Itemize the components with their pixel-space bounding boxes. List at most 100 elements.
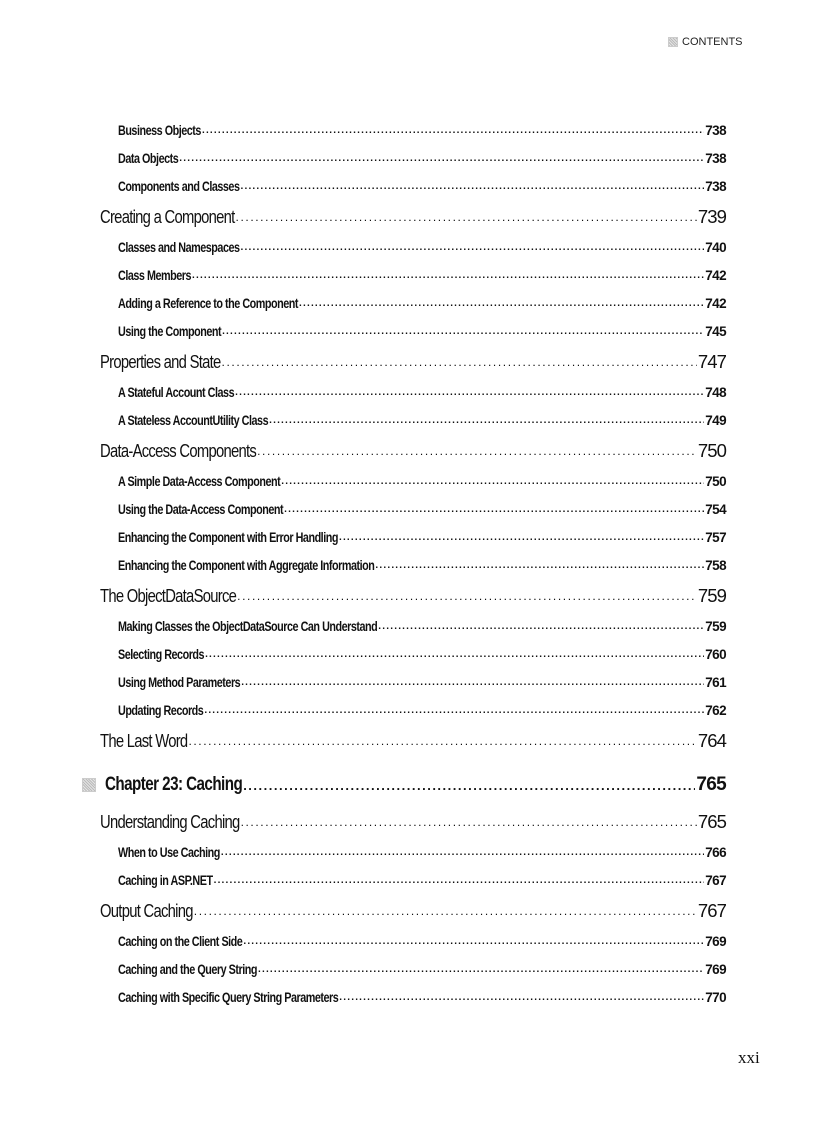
entry-page: 769: [705, 961, 726, 977]
dot-leader: ........................................…: [188, 733, 697, 748]
entry-page: 767: [705, 872, 726, 888]
toc-subsection-entry[interactable]: A Stateless AccountUtility Class........…: [118, 406, 727, 434]
dot-leader: ........................................…: [257, 443, 697, 458]
entry-title: Data-Access Components: [100, 439, 257, 461]
dot-leader: ........................................…: [193, 903, 697, 918]
entry-title: Updating Records: [118, 702, 204, 718]
entry-title: Classes and Namespaces: [118, 239, 240, 255]
dot-leader: ........................................…: [378, 620, 705, 632]
dot-leader: ........................................…: [213, 874, 705, 886]
header-label: CONTENTS: [682, 36, 743, 48]
dot-leader: ........................................…: [179, 152, 705, 164]
entry-title: When to Use Caching: [118, 844, 220, 860]
toc-subsection-entry[interactable]: Selecting Records.......................…: [118, 640, 727, 668]
dot-leader: ........................................…: [221, 354, 697, 369]
entry-page: 765: [697, 810, 727, 832]
entry-page: 745: [705, 323, 726, 339]
entry-title: Caching and the Query String: [118, 961, 257, 977]
entry-page: 766: [705, 844, 726, 860]
entry-title: Properties and State: [100, 350, 221, 372]
gray-square-icon: [668, 37, 678, 47]
dot-leader: ........................................…: [243, 777, 695, 793]
toc-subsection-entry[interactable]: Adding a Reference to the Component.....…: [118, 289, 727, 317]
toc-chapter-entry[interactable]: Chapter 23: Caching.....................…: [82, 765, 727, 805]
entry-title: Making Classes the ObjectDataSource Can …: [118, 618, 378, 634]
entry-page: 754: [705, 501, 726, 517]
entry-page: 742: [705, 295, 726, 311]
toc-section-entry[interactable]: Output Caching..........................…: [100, 894, 727, 927]
entry-page: 750: [705, 473, 726, 489]
entry-page: 758: [705, 557, 726, 573]
toc-subsection-entry[interactable]: Caching in ASP.NET......................…: [118, 866, 727, 894]
entry-title: The Last Word: [100, 729, 188, 751]
entry-page: 762: [705, 702, 726, 718]
toc-subsection-entry[interactable]: Using the Component.....................…: [118, 317, 727, 345]
toc-subsection-entry[interactable]: Making Classes the ObjectDataSource Can …: [118, 612, 727, 640]
dot-leader: ........................................…: [237, 588, 697, 603]
entry-page: 764: [697, 729, 727, 751]
toc-section-entry[interactable]: Data-Access Components..................…: [100, 434, 727, 467]
dot-leader: ........................................…: [375, 559, 704, 571]
dot-leader: ........................................…: [299, 297, 704, 309]
entry-title: A Simple Data-Access Component: [118, 473, 281, 489]
toc-subsection-entry[interactable]: Using the Data-Access Component.........…: [118, 495, 727, 523]
entry-page: 759: [705, 618, 726, 634]
toc-subsection-entry[interactable]: Caching with Specific Query String Param…: [118, 983, 727, 1011]
entry-title: Business Objects: [118, 122, 201, 138]
entry-page: 750: [697, 439, 727, 461]
dot-leader: ........................................…: [338, 531, 705, 543]
toc-subsection-entry[interactable]: A Stateful Account Class................…: [118, 378, 727, 406]
toc-subsection-entry[interactable]: Caching and the Query String............…: [118, 955, 727, 983]
entry-page: 738: [705, 178, 726, 194]
running-header: CONTENTS: [668, 36, 743, 48]
toc-section-entry[interactable]: Properties and State....................…: [100, 345, 727, 378]
dot-leader: ........................................…: [241, 676, 704, 688]
gray-square-icon: [82, 778, 96, 792]
dot-leader: ........................................…: [192, 269, 704, 281]
page-number: xxi: [738, 1048, 760, 1067]
entry-page: 769: [705, 933, 726, 949]
entry-title: A Stateless AccountUtility Class: [118, 412, 269, 428]
entry-title: Selecting Records: [118, 646, 205, 662]
toc-subsection-entry[interactable]: Business Objects........................…: [118, 116, 727, 144]
dot-leader: ........................................…: [222, 325, 704, 337]
entry-page: 748: [705, 384, 726, 400]
entry-title: Using the Component: [118, 323, 222, 339]
toc-subsection-entry[interactable]: When to Use Caching.....................…: [118, 838, 727, 866]
toc-subsection-entry[interactable]: Data Objects............................…: [118, 144, 727, 172]
toc-subsection-entry[interactable]: Enhancing the Component with Aggregate I…: [118, 551, 727, 579]
entry-page: 760: [705, 646, 726, 662]
toc-subsection-entry[interactable]: Classes and Namespaces..................…: [118, 233, 727, 261]
dot-leader: ........................................…: [235, 209, 697, 224]
toc-subsection-entry[interactable]: Components and Classes..................…: [118, 172, 727, 200]
dot-leader: ........................................…: [201, 124, 704, 136]
entry-title: The ObjectDataSource: [100, 584, 237, 606]
dot-leader: ........................................…: [240, 241, 705, 253]
toc-section-entry[interactable]: Creating a Component....................…: [100, 200, 727, 233]
entry-page: 765: [696, 774, 726, 795]
toc-subsection-entry[interactable]: A Simple Data-Access Component..........…: [118, 467, 727, 495]
entry-page: 747: [697, 350, 727, 372]
toc-subsection-entry[interactable]: Using Method Parameters.................…: [118, 668, 727, 696]
entry-page: 767: [697, 899, 727, 921]
entry-title: Using Method Parameters: [118, 674, 241, 690]
entry-title: Components and Classes: [118, 178, 240, 194]
dot-leader: ........................................…: [204, 704, 704, 716]
toc-subsection-entry[interactable]: Class Members...........................…: [118, 261, 727, 289]
entry-title: Caching with Specific Query String Param…: [118, 989, 339, 1005]
toc-section-entry[interactable]: Understanding Caching...................…: [100, 805, 727, 838]
entry-page: 742: [705, 267, 726, 283]
dot-leader: ........................................…: [235, 386, 705, 398]
entry-title: Caching in ASP.NET: [118, 872, 213, 888]
toc-section-entry[interactable]: The ObjectDataSource....................…: [100, 579, 727, 612]
entry-page: 757: [705, 529, 726, 545]
toc-section-entry[interactable]: The Last Word...........................…: [100, 724, 727, 757]
entry-title: Output Caching: [100, 899, 193, 921]
entry-title: Chapter 23: Caching: [105, 774, 243, 795]
table-of-contents: Business Objects........................…: [0, 116, 816, 1011]
dot-leader: ........................................…: [258, 963, 704, 975]
toc-subsection-entry[interactable]: Enhancing the Component with Error Handl…: [118, 523, 727, 551]
toc-subsection-entry[interactable]: Caching on the Client Side..............…: [118, 927, 727, 955]
dot-leader: ........................................…: [284, 503, 705, 515]
toc-subsection-entry[interactable]: Updating Records........................…: [118, 696, 727, 724]
